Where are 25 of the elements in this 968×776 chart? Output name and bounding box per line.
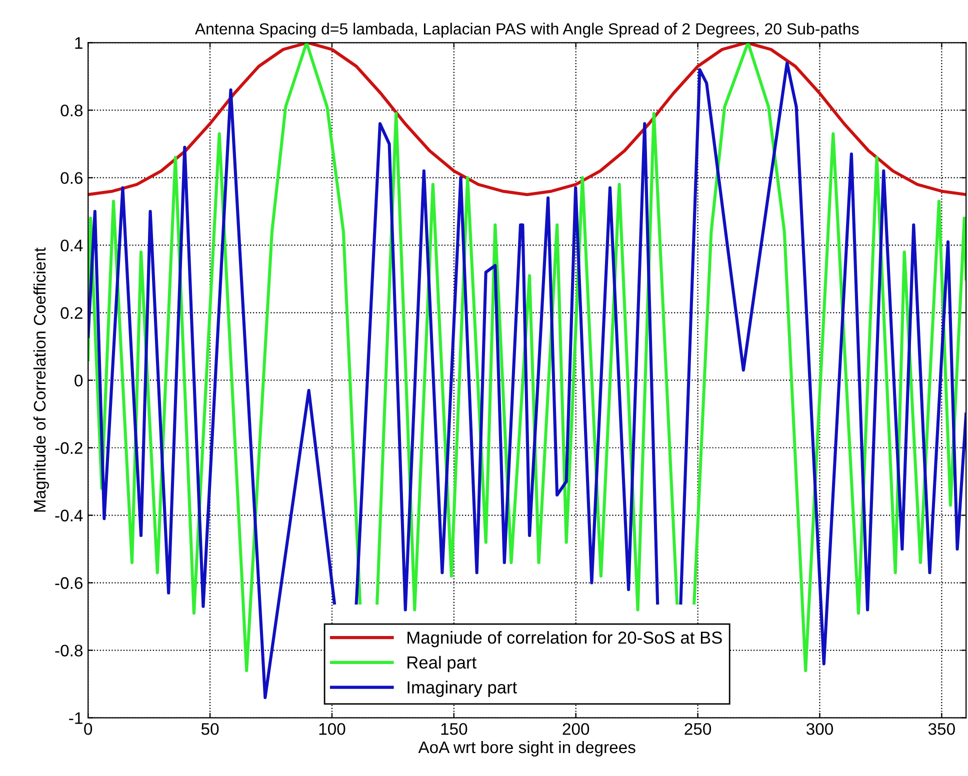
x-tick-label: 300 [806,723,833,735]
x-tick-label: 150 [441,723,468,735]
y-tick-label: -0.6 [55,577,82,589]
x-tick-label: 200 [562,723,590,735]
y-tick-label: -0.2 [55,442,82,454]
x-tick-label: 0 [84,723,92,735]
legend-label: Imaginary part [408,680,517,697]
x-axis-title: AoA wrt bore sight in degrees [418,740,636,757]
legend-label: Real part [408,656,476,672]
y-tick-label: 1 [75,37,82,49]
x-tick-label: 100 [319,723,346,735]
y-axis-title: Magnitude of Correlation Coefficient [33,248,49,512]
x-tick-label: 250 [684,723,712,735]
legend-label: Magniude of correlation for 20-SoS at BS [408,631,722,648]
y-tick-label: 0.6 [60,172,82,184]
x-tick-label: 50 [201,723,219,735]
y-tick-label: -1 [69,712,82,724]
y-tick-label: 0.8 [60,104,83,116]
y-tick-label: 0 [74,374,83,386]
y-tick-label: -0.8 [55,644,83,656]
y-tick-label: 0.4 [60,240,83,252]
y-tick-label: -0.4 [55,510,83,522]
chart-title: Antenna Spacing d=5 lambada, Laplacian PAS with Angle Spread of 2 Degrees, 20 Sub-paths [194,22,859,38]
x-tick-label: 350 [928,723,955,735]
y-tick-label: 0.2 [60,307,82,319]
